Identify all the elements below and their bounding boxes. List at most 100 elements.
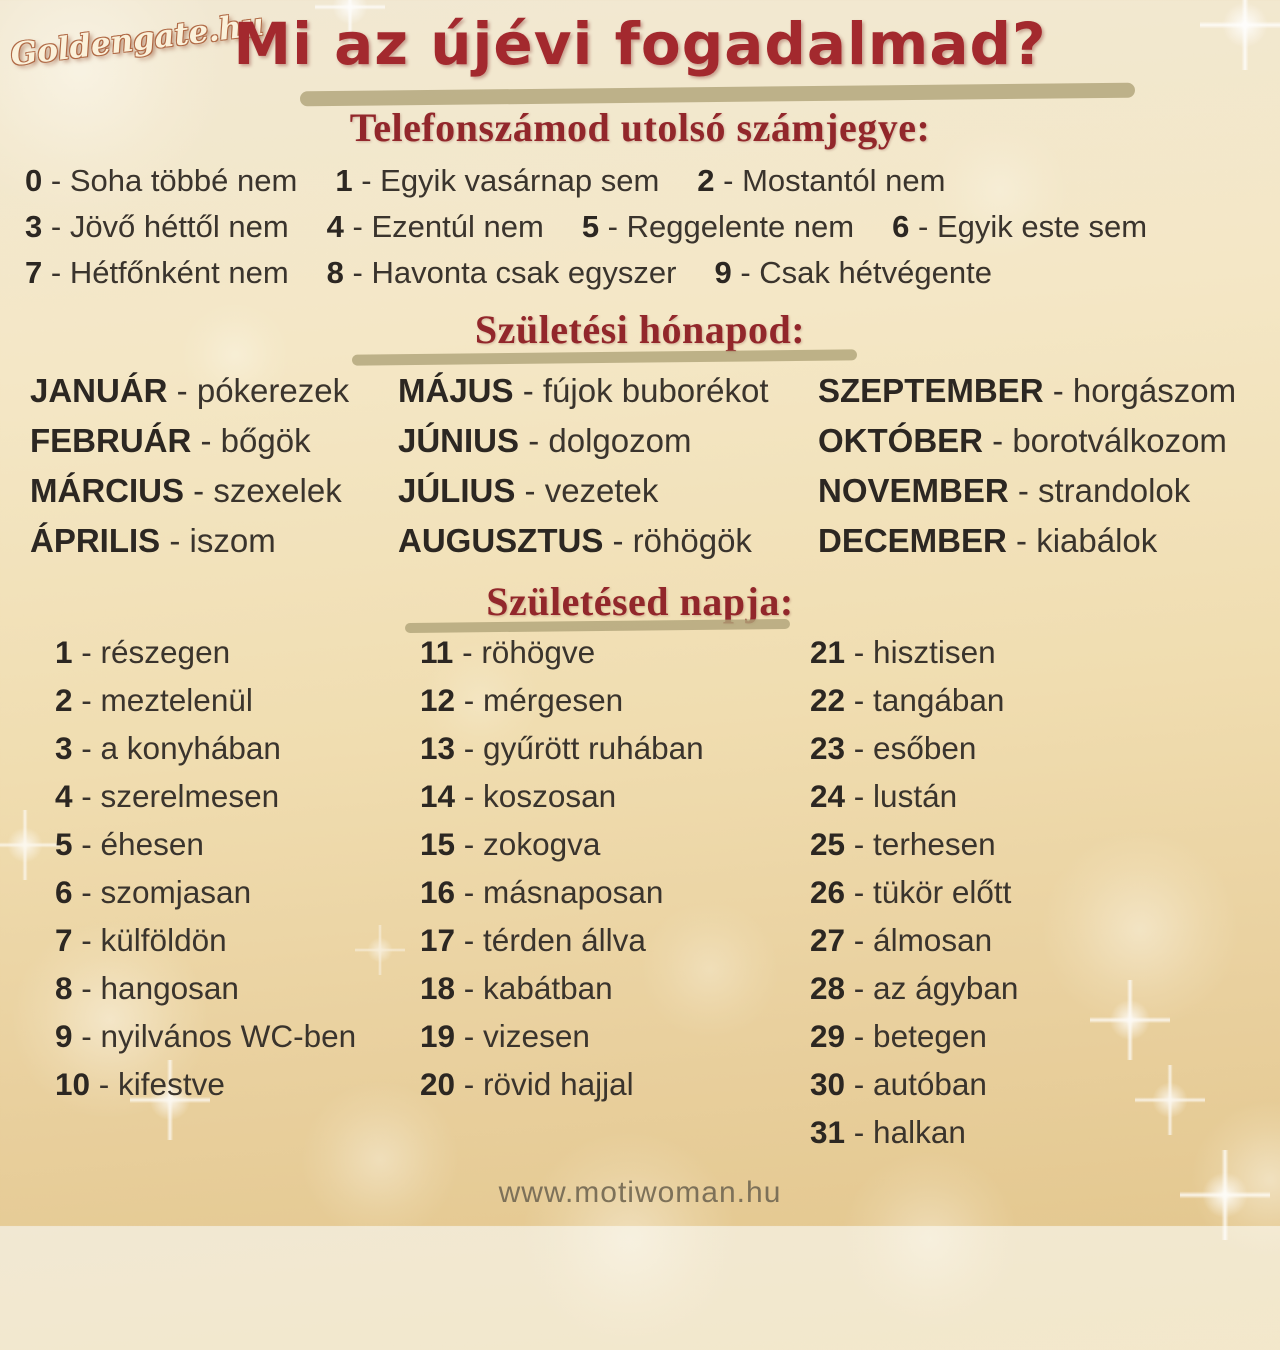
month-entry: JÚLIUSvezetek xyxy=(398,466,818,516)
day-number: 15 xyxy=(420,826,456,862)
digit-meaning: Havonta csak egyszer xyxy=(344,255,677,290)
day-meaning: tükör előtt xyxy=(845,874,1011,910)
day-column: 21hisztisen 22tangában 23esőben 24lustán… xyxy=(810,628,1018,1156)
day-number: 27 xyxy=(810,922,846,958)
digit-entry: 4Ezentúl nem xyxy=(327,209,544,245)
month-name: FEBRUÁR xyxy=(30,422,192,459)
month-meaning: dolgozom xyxy=(519,422,691,459)
day-meaning: nyilvános WC-ben xyxy=(73,1018,357,1054)
day-number: 25 xyxy=(810,826,846,862)
month-entry: ÁPRILISiszom xyxy=(30,516,398,566)
day-meaning: meztelenül xyxy=(73,682,253,718)
day-entry: 23esőben xyxy=(810,724,1018,772)
day-entry: 17térden állva xyxy=(420,916,810,964)
day-entry: 20rövid hajjal xyxy=(420,1060,810,1108)
day-entry: 6szomjasan xyxy=(55,868,420,916)
day-number: 12 xyxy=(420,682,456,718)
day-entry: 12mérgesen xyxy=(420,676,810,724)
day-number: 10 xyxy=(55,1066,91,1102)
day-entry: 9nyilvános WC-ben xyxy=(55,1012,420,1060)
day-entry: 1részegen xyxy=(55,628,420,676)
day-entry: 31halkan xyxy=(810,1108,1018,1156)
day-entry: 24lustán xyxy=(810,772,1018,820)
digit-meaning: Egyik vasárnap sem xyxy=(353,163,660,198)
day-meaning: térden állva xyxy=(455,922,646,958)
day-number: 11 xyxy=(420,634,454,670)
brush-underline xyxy=(299,82,1136,107)
day-meaning: éhesen xyxy=(73,826,204,862)
day-list: 1részegen 2meztelenül 3a konyhában 4szer… xyxy=(55,628,1245,1156)
digit-entry: 2Mostantól nem xyxy=(697,163,945,199)
day-number: 19 xyxy=(420,1018,456,1054)
day-entry: 26tükör előtt xyxy=(810,868,1018,916)
month-meaning: strandolok xyxy=(1009,472,1191,509)
month-meaning: pókerezek xyxy=(168,372,350,409)
day-meaning: autóban xyxy=(845,1066,987,1102)
day-entry: 5éhesen xyxy=(55,820,420,868)
month-name: JANUÁR xyxy=(30,372,168,409)
day-entry: 29betegen xyxy=(810,1012,1018,1060)
day-entry: 13gyűrött ruhában xyxy=(420,724,810,772)
day-meaning: az ágyban xyxy=(845,970,1018,1006)
digit-meaning: Csak hétvégente xyxy=(732,255,992,290)
digit-meaning: Egyik este sem xyxy=(909,209,1147,244)
day-meaning: halkan xyxy=(845,1114,966,1150)
month-entry: FEBRUÁRbőgök xyxy=(30,416,398,466)
day-entry: 11röhögve xyxy=(420,628,810,676)
month-meaning: borotválkozom xyxy=(983,422,1227,459)
month-name: JÚNIUS xyxy=(398,422,520,459)
digit-number: 3 xyxy=(25,209,43,244)
month-entry: SZEPTEMBERhorgászom xyxy=(818,366,1236,416)
day-entry: 27álmosan xyxy=(810,916,1018,964)
digit-number: 9 xyxy=(714,255,732,290)
month-name: NOVEMBER xyxy=(818,472,1009,509)
day-meaning: kifestve xyxy=(90,1066,225,1102)
day-number: 28 xyxy=(810,970,846,1006)
day-number: 17 xyxy=(420,922,456,958)
month-meaning: bőgök xyxy=(191,422,310,459)
day-number: 20 xyxy=(420,1066,456,1102)
digit-number: 1 xyxy=(335,163,353,198)
day-column: 1részegen 2meztelenül 3a konyhában 4szer… xyxy=(55,628,420,1156)
day-meaning: kabátban xyxy=(455,970,613,1006)
day-number: 5 xyxy=(55,826,73,862)
day-meaning: röhögve xyxy=(453,634,595,670)
month-name: JÚLIUS xyxy=(398,472,516,509)
digit-meaning: Hétfőnként nem xyxy=(42,255,288,290)
month-column: MÁJUSfújok buborékot JÚNIUSdolgozom JÚLI… xyxy=(398,366,818,566)
day-number: 23 xyxy=(810,730,846,766)
day-number: 24 xyxy=(810,778,846,814)
digit-number: 4 xyxy=(326,209,344,244)
month-meaning: röhögök xyxy=(603,522,752,559)
month-meaning: kiabálok xyxy=(1007,522,1157,559)
digit-number: 5 xyxy=(581,209,600,244)
month-entry: NOVEMBERstrandolok xyxy=(818,466,1236,516)
day-entry: 28az ágyban xyxy=(810,964,1018,1012)
month-list: JANUÁRpókerezek FEBRUÁRbőgök MÁRCIUSszex… xyxy=(30,366,1265,566)
month-name: MÁJUS xyxy=(398,372,514,409)
month-entry: OKTÓBERborotválkozom xyxy=(818,416,1236,466)
month-entry: AUGUSZTUSröhögök xyxy=(398,516,818,566)
day-meaning: terhesen xyxy=(845,826,996,862)
digit-entry: 5Reggelente nem xyxy=(582,209,854,245)
digit-number: 0 xyxy=(25,163,43,198)
day-meaning: esőben xyxy=(845,730,976,766)
month-meaning: fújok buborékot xyxy=(514,372,769,409)
month-name: SZEPTEMBER xyxy=(818,372,1044,409)
day-entry: 2meztelenül xyxy=(55,676,420,724)
website-url: www.motiwoman.hu xyxy=(498,1176,782,1209)
day-entry: 10kifestve xyxy=(55,1060,420,1108)
day-meaning: koszosan xyxy=(455,778,616,814)
month-name: AUGUSZTUS xyxy=(398,522,604,559)
day-meaning: külföldön xyxy=(73,922,227,958)
month-entry: JANUÁRpókerezek xyxy=(30,366,398,416)
day-meaning: részegen xyxy=(73,634,231,670)
day-meaning: hisztisen xyxy=(845,634,996,670)
digit-meaning: Reggelente nem xyxy=(599,209,854,244)
digit-meaning: Soha többé nem xyxy=(42,163,297,198)
day-meaning: rövid hajjal xyxy=(455,1066,634,1102)
day-entry: 22tangában xyxy=(810,676,1018,724)
day-number: 30 xyxy=(810,1066,846,1102)
day-meaning: gyűrött ruhában xyxy=(455,730,704,766)
day-meaning: betegen xyxy=(845,1018,987,1054)
